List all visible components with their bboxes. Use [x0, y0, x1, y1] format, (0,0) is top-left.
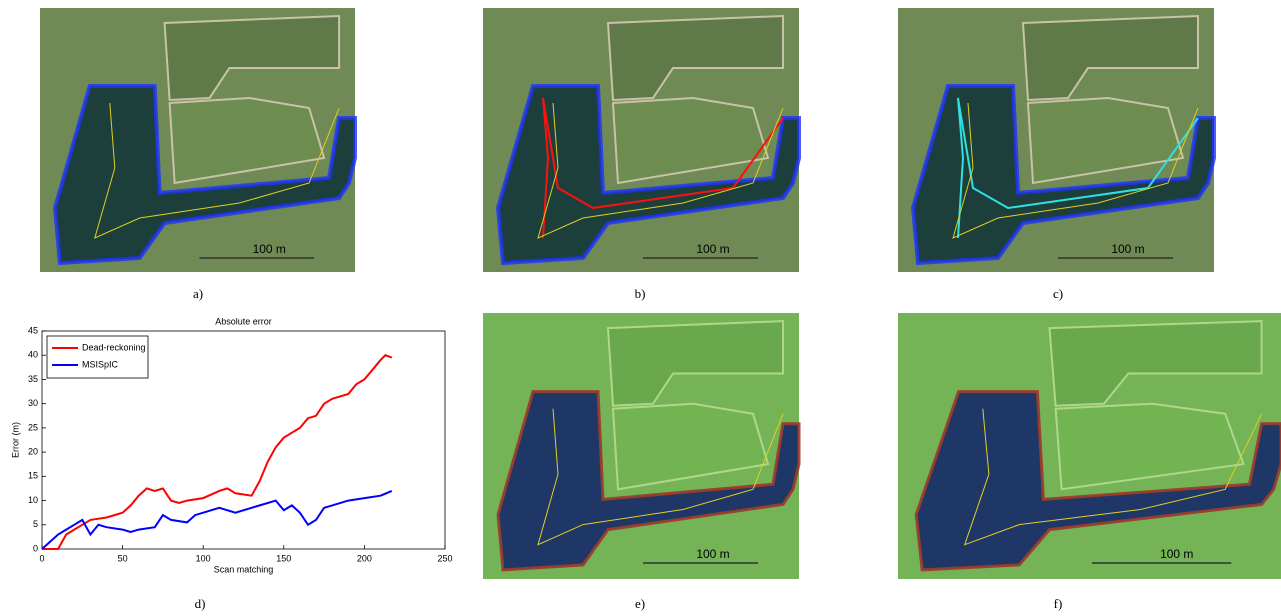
y-tick-label: 10: [28, 495, 38, 505]
x-tick-label: 200: [357, 553, 372, 563]
occupancy: [914, 390, 1281, 572]
aerial-image: 100 m: [483, 313, 801, 579]
y-tick-label: 25: [28, 422, 38, 432]
field: [1021, 14, 1199, 102]
y-tick-label: 20: [28, 446, 38, 456]
y-tick-label: 15: [28, 471, 38, 481]
x-axis-label: Scan matching: [214, 564, 274, 574]
x-tick-label: 250: [437, 553, 452, 563]
y-tick-label: 5: [33, 519, 38, 529]
field: [606, 14, 784, 102]
trajectory-outline: [910, 84, 1216, 266]
panel-label: f): [1054, 596, 1063, 611]
trajectory-outline: [52, 84, 357, 266]
y-tick-label: 45: [28, 325, 38, 335]
scale-label: 100 m: [696, 547, 729, 561]
island: [1054, 402, 1245, 491]
series-line: [41, 489, 393, 550]
y-axis-label: Error (m): [10, 422, 20, 458]
trajectory-outline: [495, 84, 801, 266]
plot-area: [41, 330, 446, 550]
field: [163, 14, 341, 102]
panel-label: e): [635, 596, 645, 611]
aerial-image: 100 m: [483, 8, 801, 272]
y-tick-label: 0: [33, 543, 38, 553]
field: [1048, 320, 1263, 407]
x-tick-label: 100: [196, 553, 211, 563]
panel-label: a): [193, 286, 203, 301]
legend-label: MSISpIC: [82, 359, 119, 369]
chart-title: Absolute error: [215, 316, 272, 326]
gps-track: [963, 408, 1263, 546]
gps-track: [94, 102, 340, 239]
y-tick-label: 40: [28, 350, 38, 360]
scale-label: 100 m: [253, 242, 286, 256]
water: [55, 86, 355, 263]
x-tick-label: 150: [276, 553, 291, 563]
field: [606, 320, 784, 407]
y-tick-label: 30: [28, 398, 38, 408]
water: [913, 86, 1214, 263]
panel-label: d): [195, 596, 206, 611]
legend-label: Dead-reckoning: [82, 342, 146, 352]
trajectory: [957, 97, 1199, 239]
island: [611, 96, 770, 185]
scale-label: 100 m: [1111, 242, 1144, 256]
series-line: [42, 354, 393, 550]
y-tick-label: 35: [28, 374, 38, 384]
scale-label: 100 m: [1160, 547, 1193, 561]
occupancy: [496, 390, 801, 572]
panel-label: c): [1053, 286, 1063, 301]
island: [168, 96, 326, 185]
aerial-image: 100 m: [898, 313, 1281, 579]
island: [611, 402, 770, 491]
aerial-image: 100 m: [898, 8, 1216, 272]
gps-track: [537, 408, 784, 546]
trajectory: [542, 97, 784, 239]
gps-track: [952, 102, 1199, 239]
water: [498, 86, 799, 263]
legend: [46, 335, 149, 379]
aerial-image: 100 m: [40, 8, 357, 272]
x-tick-label: 0: [39, 553, 44, 563]
island: [1026, 96, 1185, 185]
scale-label: 100 m: [696, 242, 729, 256]
panel-label: b): [635, 286, 646, 301]
x-tick-label: 50: [118, 553, 128, 563]
gps-track: [537, 102, 784, 239]
